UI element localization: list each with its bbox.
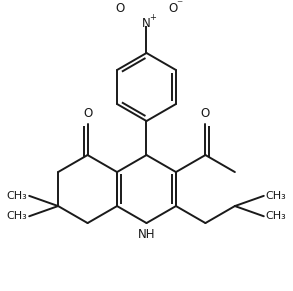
Text: +: + (149, 13, 156, 22)
Text: O: O (115, 2, 124, 15)
Text: CH₃: CH₃ (7, 191, 28, 201)
Text: O: O (201, 107, 210, 120)
Text: CH₃: CH₃ (265, 211, 286, 221)
Text: O: O (169, 2, 178, 15)
Text: CH₃: CH₃ (7, 211, 28, 221)
Text: CH₃: CH₃ (265, 191, 286, 201)
Text: NH: NH (138, 228, 155, 242)
Text: ⁻: ⁻ (176, 0, 183, 11)
Text: N: N (142, 17, 151, 30)
Text: O: O (83, 107, 92, 120)
